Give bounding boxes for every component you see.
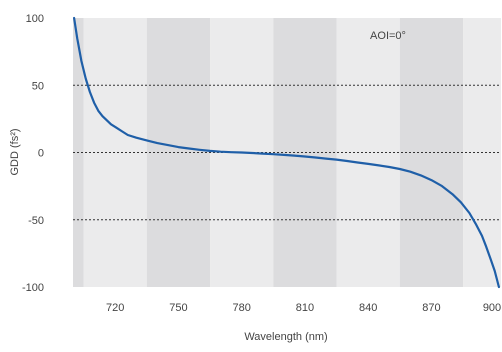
x-axis-ticks: 720 750 780 810 840 870 900 bbox=[106, 302, 501, 314]
y-tick-label: 100 bbox=[26, 13, 44, 25]
x-tick-label: 750 bbox=[169, 302, 187, 314]
y-axis-title: GDD (fs²) bbox=[9, 128, 21, 175]
x-tick-label: 870 bbox=[422, 302, 440, 314]
series-layer bbox=[73, 16, 500, 289]
y-tick-label: 50 bbox=[32, 80, 44, 92]
y-tick-label: -50 bbox=[28, 215, 44, 227]
y-axis-ticks: 100 50 0 -50 -100 bbox=[22, 13, 44, 294]
y-tick-label: 0 bbox=[38, 148, 44, 160]
x-tick-label: 780 bbox=[232, 302, 250, 314]
annotation-aoi: AOI=0° bbox=[370, 30, 406, 42]
x-tick-label: 900 bbox=[483, 302, 501, 314]
x-tick-label: 720 bbox=[106, 302, 124, 314]
x-tick-label: 810 bbox=[296, 302, 314, 314]
y-tick-label: -100 bbox=[22, 282, 44, 294]
grid-lines bbox=[73, 84, 501, 221]
x-tick-label: 840 bbox=[359, 302, 377, 314]
background-bands bbox=[73, 18, 501, 287]
series-line bbox=[73, 16, 500, 289]
x-axis-title: Wavelength (nm) bbox=[244, 331, 327, 343]
